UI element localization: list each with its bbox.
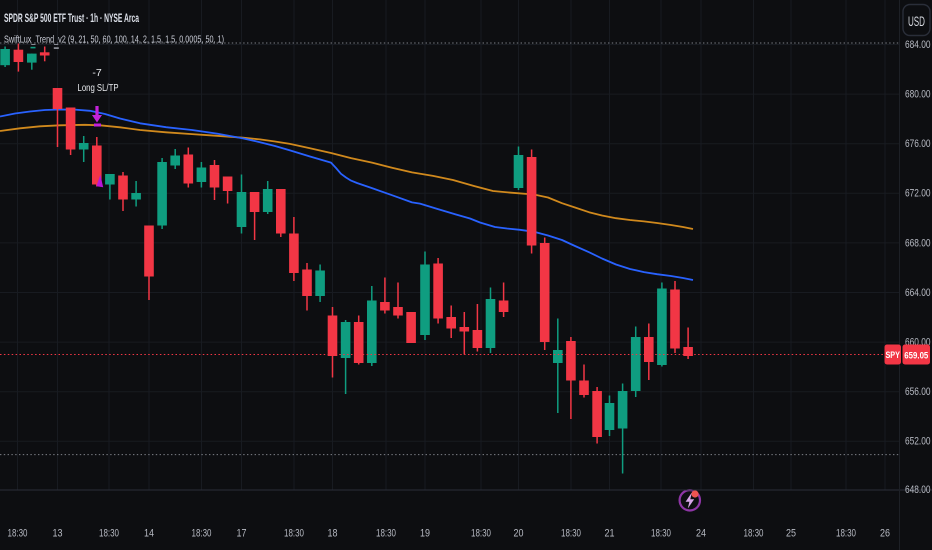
svg-text:18:30: 18:30 [376,528,396,540]
svg-text:24: 24 [696,528,706,540]
svg-text:26: 26 [880,528,890,540]
svg-text:664.00: 664.00 [905,287,931,299]
svg-text:18:30: 18:30 [192,528,212,540]
svg-text:14: 14 [144,528,154,540]
svg-text:659.05: 659.05 [904,350,929,361]
svg-text:18:30: 18:30 [8,528,28,540]
svg-text:648.00: 648.00 [905,484,931,496]
svg-text:18:30: 18:30 [561,528,581,540]
svg-text:18:30: 18:30 [744,528,764,540]
svg-text:-7: -7 [92,67,101,79]
svg-text:19: 19 [420,528,430,540]
svg-text:18:30: 18:30 [284,528,304,540]
svg-text:21: 21 [605,528,615,540]
svg-text:18:30: 18:30 [651,528,671,540]
svg-text:668.00: 668.00 [905,237,931,249]
svg-text:17: 17 [237,528,247,540]
svg-text:25: 25 [786,528,796,540]
svg-text:676.00: 676.00 [905,138,931,150]
svg-text:18:30: 18:30 [836,528,856,540]
svg-text:680.00: 680.00 [905,89,931,101]
svg-text:SwiftLux_Trend_v2 (9, 21, 50,: SwiftLux_Trend_v2 (9, 21, 50, 60, 100, 1… [4,34,224,46]
svg-text:SPY: SPY [885,350,900,360]
svg-text:Long SL/TP: Long SL/TP [78,82,119,94]
svg-text:20: 20 [514,528,524,540]
svg-text:656.00: 656.00 [905,386,931,398]
svg-text:18:30: 18:30 [471,528,491,540]
svg-text:13: 13 [53,528,63,540]
svg-text:18:30: 18:30 [99,528,119,540]
svg-text:18: 18 [328,528,338,540]
svg-text:USD: USD [908,14,925,29]
svg-text:684.00: 684.00 [905,39,931,51]
svg-text:SPDR S&P 500 ETF Trust · 1h ·: SPDR S&P 500 ETF Trust · 1h · NYSE Arca [4,13,139,25]
svg-text:652.00: 652.00 [905,436,931,448]
svg-text:672.00: 672.00 [905,188,931,200]
